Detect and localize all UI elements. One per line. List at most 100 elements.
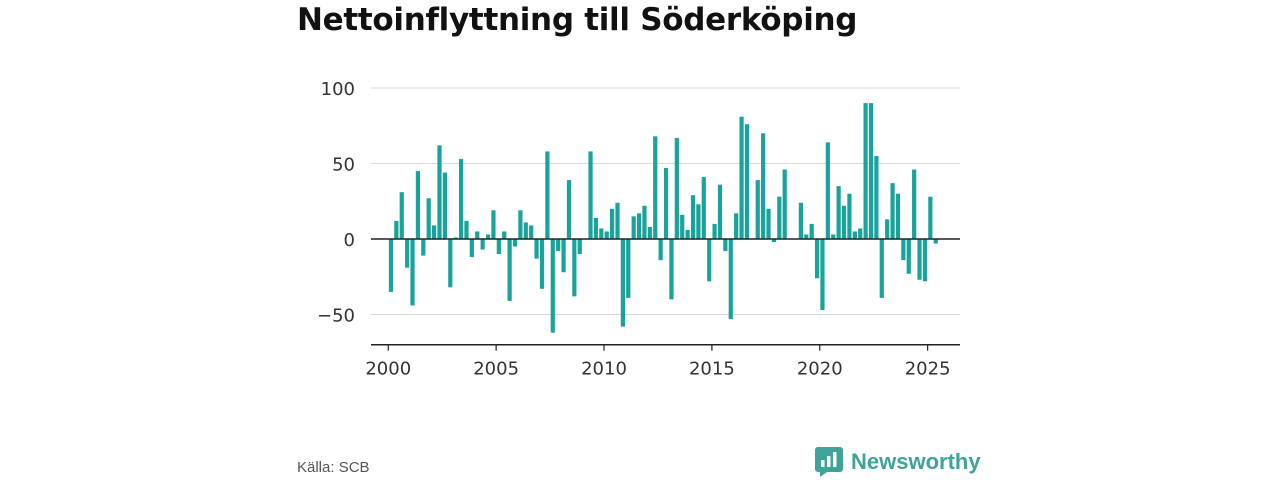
bar [863,103,868,239]
bar [529,225,534,239]
bar [609,208,615,239]
bar [636,213,642,239]
bar [577,239,582,255]
bar [653,136,658,239]
bar [442,172,447,239]
bar [647,226,652,239]
bar [615,202,620,239]
bar [561,239,566,273]
bar [458,158,464,239]
bar [901,239,906,261]
bar [556,239,561,252]
brand-name: Newsworthy [851,449,981,474]
bar [534,239,539,259]
bar [895,193,901,239]
bar [933,239,938,244]
bar [712,223,717,239]
bar [717,184,723,239]
bar [728,239,733,320]
bar [426,198,431,239]
bar [507,239,512,301]
bar [599,228,604,239]
bar [906,239,911,274]
bar [399,192,404,239]
bar [469,239,474,258]
y-tick-label: 0 [344,230,355,251]
bar [868,103,874,239]
bar [879,239,884,298]
bar [874,155,879,239]
y-tick-label: 50 [332,155,355,176]
bar [405,239,410,268]
x-tick-label: 2025 [905,359,951,380]
x-tick-label: 2020 [797,359,843,380]
bar [766,208,771,239]
bar [496,239,501,255]
x-tick-label: 2005 [473,359,519,380]
bar [588,151,593,239]
bar [744,124,750,239]
bar [820,239,825,310]
bar [512,239,518,247]
y-tick-label: 100 [321,79,355,100]
bar [707,239,712,282]
bar [593,217,599,239]
bar [663,168,669,239]
x-tick-label: 2015 [689,359,735,380]
bar [836,186,841,239]
bar [917,239,922,280]
bar [620,239,625,327]
bar [491,210,496,239]
bar [798,202,803,239]
bar [480,239,485,250]
bar [550,239,555,333]
bar [485,234,491,239]
bar [415,171,421,239]
bar [545,151,550,239]
bar [928,196,933,239]
bar [804,234,809,239]
bar [701,177,706,239]
bar [814,239,820,279]
bar [604,231,609,239]
bar [674,137,679,239]
bar [539,239,545,289]
newsworthy-logo-icon [815,447,843,477]
bar [523,222,528,239]
bar [761,133,766,239]
bar [437,145,442,239]
bar [734,213,739,239]
bar [831,234,836,239]
bar [771,239,777,243]
bar [453,237,458,239]
bar [825,142,830,239]
bar [755,180,760,239]
page-title: Nettoinflyttning till Söderköping [297,2,858,38]
bar [631,216,636,239]
bar [475,231,480,239]
bar [658,239,663,261]
x-tick-label: 2010 [581,359,627,380]
bar [626,239,631,298]
bar [858,228,863,239]
bar [388,239,394,292]
net-migration-bar-chart: 100 50 0 −50 2000 2005 2010 2015 2020 2025 [317,79,960,380]
bar [685,229,690,239]
bar [518,210,523,239]
bar [502,231,507,239]
bar [680,214,685,239]
bar [922,239,928,282]
bar [809,223,814,239]
bar [421,239,426,256]
bar [669,239,674,300]
bar [432,225,437,239]
bar [642,205,647,239]
bar [572,239,577,297]
bar [739,116,744,239]
bar [841,205,847,239]
bar [566,180,572,239]
bar [690,195,696,239]
bar [890,183,895,239]
bar [852,231,857,239]
y-tick-label: −50 [317,306,355,327]
